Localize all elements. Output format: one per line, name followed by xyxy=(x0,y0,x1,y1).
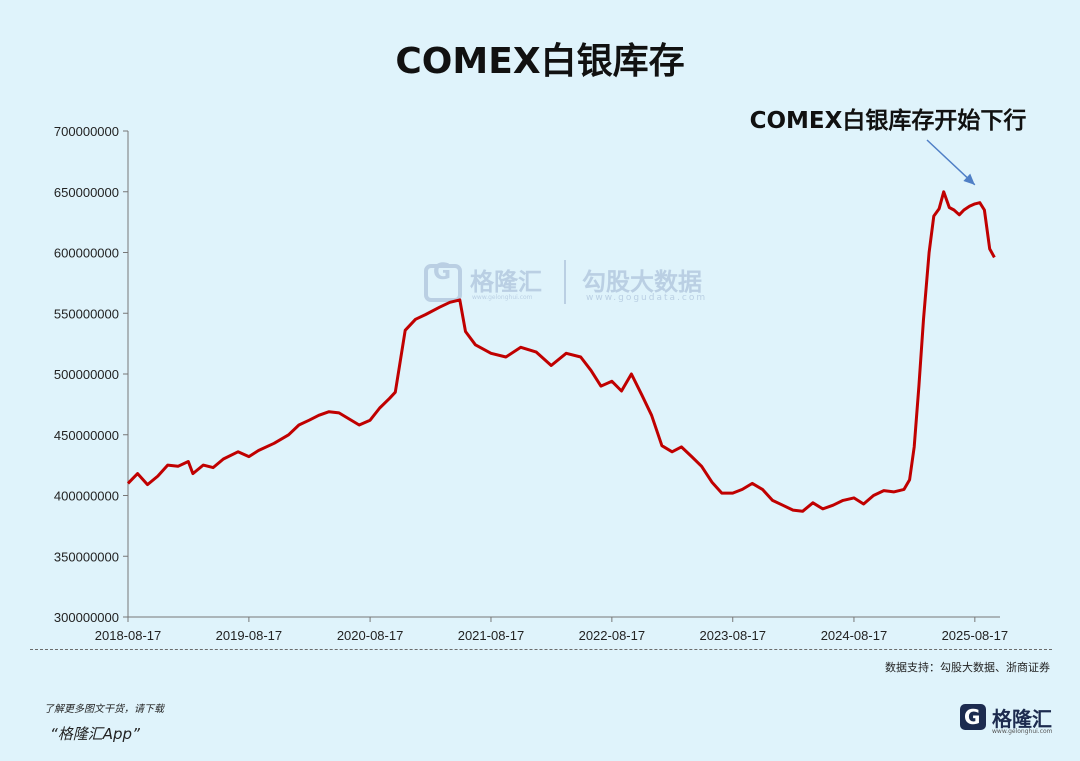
y-tick-label: 500000000 xyxy=(54,367,119,382)
brand-name: 格隆汇 xyxy=(992,707,1052,731)
y-tick-label: 400000000 xyxy=(54,489,119,504)
brand-logo: G 格隆汇 www.gelonghui.com xyxy=(960,700,1060,736)
x-tick-label: 2021-08-17 xyxy=(458,628,525,643)
watermark: G 格隆汇 www.gelonghui.com 勾股大数据 www.goguda… xyxy=(424,258,724,308)
watermark-logo-letter: G xyxy=(433,260,452,285)
footer-divider xyxy=(30,649,1052,650)
x-tick-label: 2022-08-17 xyxy=(579,628,646,643)
promo-text: 了解更多图文干货，请下载 xyxy=(44,704,164,715)
y-tick-labels: 700000000 650000000 600000000 550000000 5000… xyxy=(54,124,128,625)
watermark-url2: www.gogudata.com xyxy=(586,293,708,303)
watermark-separator xyxy=(564,260,566,304)
source-note: 数据支持：勾股大数据、浙商证券 xyxy=(885,661,1050,674)
x-tick-label: 2025-08-17 xyxy=(942,628,1009,643)
x-tick-labels: 2018-08-17 2019-08-17 2020-08-17 2021-08-17… xyxy=(95,617,1008,643)
x-tick-label: 2018-08-17 xyxy=(95,628,162,643)
x-tick-label: 2023-08-17 xyxy=(699,628,766,643)
promo-app-name: “格隆汇App” xyxy=(50,725,140,743)
x-tick-label: 2020-08-17 xyxy=(337,628,404,643)
watermark-logo-url: www.gelonghui.com xyxy=(472,294,533,301)
watermark-name2: 勾股大数据 xyxy=(582,268,702,296)
watermark-logo-icon xyxy=(424,264,462,302)
annotation-label: COMEX白银库存开始下行 xyxy=(750,107,1027,134)
chart-series xyxy=(126,190,996,513)
annotation-arrow-head xyxy=(963,173,975,185)
y-tick-label: 550000000 xyxy=(54,306,119,321)
brand-logo-icon: G xyxy=(960,704,986,730)
chart-axes xyxy=(127,131,1000,618)
y-tick-label: 300000000 xyxy=(54,610,119,625)
y-tick-label: 700000000 xyxy=(54,124,119,139)
y-tick-label: 350000000 xyxy=(54,549,119,564)
brand-url: www.gelonghui.com xyxy=(992,728,1053,735)
y-tick-label: 650000000 xyxy=(54,185,119,200)
x-tick-label: 2019-08-17 xyxy=(216,628,283,643)
series-line xyxy=(126,190,996,513)
watermark-logo-name: 格隆汇 xyxy=(470,268,542,296)
x-tick-label: 2024-08-17 xyxy=(821,628,888,643)
y-tick-label: 450000000 xyxy=(54,428,119,443)
page-title: COMEX白银库存 xyxy=(395,41,685,82)
chart-annotations: COMEX白银库存开始下行 xyxy=(750,107,1027,186)
y-tick-label: 600000000 xyxy=(54,246,119,261)
